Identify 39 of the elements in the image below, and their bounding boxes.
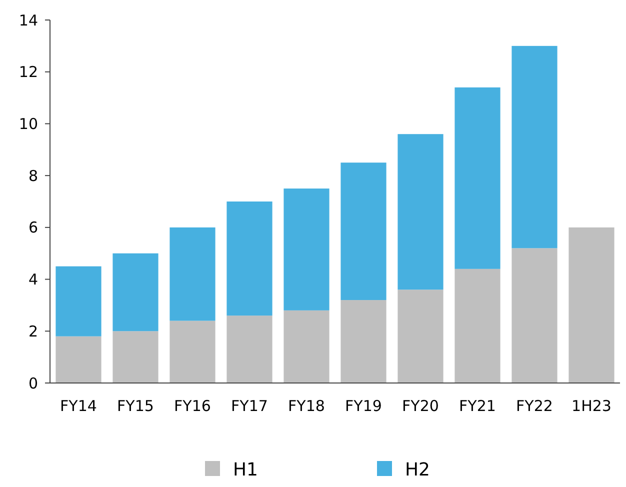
y-tick-label: 12 (18, 63, 38, 82)
bar (226, 202, 272, 316)
x-tick-label: FY22 (516, 397, 553, 415)
bar (112, 331, 158, 383)
x-tick-label: FY16 (174, 397, 211, 415)
bar (226, 316, 272, 383)
x-tick-label: 1H23 (572, 397, 612, 415)
bar (170, 320, 216, 383)
bar (398, 290, 444, 383)
x-tick-label: FY21 (459, 397, 496, 415)
legend-label: H2 (405, 459, 430, 480)
bar (340, 162, 386, 300)
bar (112, 253, 158, 332)
x-tick-label: FY20 (402, 397, 439, 415)
bar (454, 87, 500, 269)
bar (340, 300, 386, 383)
x-tick-label: FY15 (117, 397, 154, 415)
x-tick-label: FY17 (231, 397, 268, 415)
y-tick-label: 4 (28, 270, 38, 289)
x-tick-label: FY19 (345, 397, 382, 415)
bar (56, 266, 102, 336)
bar (398, 134, 444, 290)
y-tick-label: 0 (28, 374, 38, 392)
bar (568, 227, 614, 383)
x-tick-label: FY14 (60, 397, 97, 415)
legend-label: H1 (233, 459, 258, 480)
y-tick-label: 14 (18, 11, 38, 30)
bar (284, 188, 330, 310)
bar (56, 336, 102, 383)
y-tick-label: 2 (28, 322, 38, 340)
y-tick-label: 8 (28, 166, 38, 185)
bar (512, 248, 558, 383)
bar (454, 268, 500, 383)
bar (284, 310, 330, 383)
x-tick-label: FY18 (288, 397, 325, 415)
y-tick-label: 10 (18, 114, 38, 133)
bar (170, 227, 216, 321)
y-tick-label: 6 (28, 218, 38, 237)
bar (512, 46, 558, 248)
